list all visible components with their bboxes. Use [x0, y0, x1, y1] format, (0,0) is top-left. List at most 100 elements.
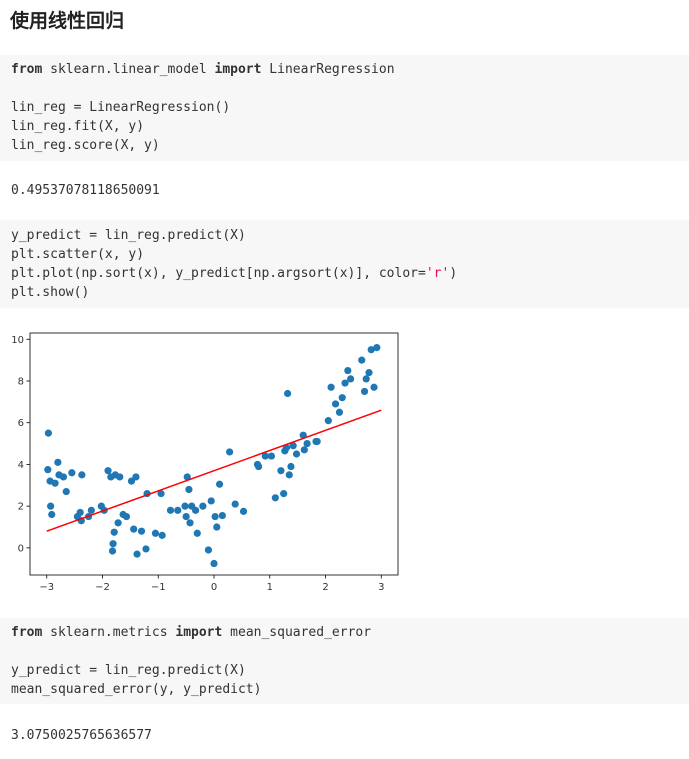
scatter-plot: −3 −2 −1 0 1 2 3 0 2 4 6 8 10 [11, 332, 399, 593]
x-tick-label: 3 [378, 582, 384, 593]
scatter-point [213, 523, 221, 531]
scatter-point [341, 379, 349, 387]
plot-marks [44, 344, 382, 568]
scatter-point [133, 550, 141, 558]
code-line: mean_squared_error(y, y_predict) [11, 682, 262, 697]
scatter-point [76, 508, 84, 517]
y-tick-label: 8 [18, 376, 24, 387]
scatter-point [280, 490, 288, 498]
scatter-point [331, 400, 340, 408]
page-title: 使用线性回归 [10, 10, 125, 32]
plot-frame [29, 332, 399, 576]
output-2: 3.0750025765636577 [11, 728, 152, 743]
scatter-point [110, 528, 118, 536]
scatter-point [287, 462, 295, 471]
code-line: plt.plot(np.sort(x), y_predict[np.argsor… [11, 264, 689, 283]
code-text: mean_squared_error [222, 625, 372, 640]
plot-axes: −3 −2 −1 0 1 2 3 0 2 4 6 8 10 [11, 335, 384, 593]
scatter-point [239, 507, 248, 515]
scatter-point [47, 502, 55, 510]
scatter-point [289, 442, 297, 450]
scatter-point [166, 506, 175, 514]
scatter-point [132, 473, 140, 481]
scatter-point [292, 450, 301, 458]
y-tick-label: 4 [18, 460, 24, 471]
code-text: ) [449, 266, 458, 281]
scatter-point [151, 529, 160, 537]
code-text: LinearRegression [261, 62, 395, 77]
x-tick-label: −2 [95, 582, 110, 593]
y-tick-label: 10 [11, 335, 24, 346]
scatter-point [365, 369, 373, 377]
code-line: y_predict = lin_reg.predict(X) [11, 228, 246, 243]
scatter-point [344, 366, 352, 375]
scatter-point [54, 458, 62, 466]
x-tick-label: 1 [267, 582, 273, 593]
scatter-point [271, 494, 279, 502]
scatter-point [182, 512, 190, 521]
scatter-point [255, 462, 263, 471]
y-tick-label: 6 [18, 418, 24, 429]
code-cell-2[interactable]: y_predict = lin_reg.predict(X) plt.scatt… [0, 220, 689, 308]
scatter-point [114, 519, 122, 527]
scatter-point [59, 473, 68, 481]
scatter-point [313, 437, 321, 446]
scatter-point [231, 500, 239, 508]
scatter-point [347, 375, 355, 383]
scatter-point [267, 452, 276, 460]
scatter-point [215, 480, 224, 488]
scatter-point [367, 346, 375, 354]
keyword: from [11, 625, 43, 640]
scatter-point [211, 512, 219, 521]
scatter-point [210, 559, 218, 568]
y-tick-label: 0 [18, 543, 24, 554]
scatter-point [109, 540, 117, 548]
x-tick-label: −3 [39, 582, 54, 593]
scatter-point [87, 506, 95, 514]
scatter-point [261, 452, 269, 460]
scatter-point [207, 497, 215, 505]
scatter-point [78, 471, 86, 479]
scatter-point [284, 389, 292, 398]
code-line: lin_reg.score(X, y) [11, 138, 160, 153]
scatter-point [48, 510, 56, 519]
x-tick-label: 0 [211, 582, 217, 593]
scatter-point [186, 519, 194, 527]
y-tick-label: 2 [18, 502, 24, 513]
x-tick-label: 2 [322, 582, 328, 593]
scatter-point [44, 466, 52, 474]
code-line: plt.show() [11, 285, 90, 300]
scatter-point [108, 547, 117, 555]
scatter-point [158, 531, 166, 539]
code-line: plt.scatter(x, y) [11, 247, 145, 262]
scatter-point [204, 546, 213, 554]
code-line: y_predict = lin_reg.predict(X) [11, 663, 246, 678]
code-line: from sklearn.metrics import mean_squared… [11, 623, 689, 642]
scatter-point [193, 529, 201, 537]
scatter-point [68, 469, 76, 477]
scatter-point [62, 487, 70, 496]
code-line-blank [11, 79, 689, 98]
scatter-point [192, 506, 200, 514]
scatter-point [183, 473, 191, 481]
scatter-point [174, 506, 182, 514]
scatter-point [282, 444, 291, 452]
scatter-point [226, 448, 234, 456]
scatter-point [358, 356, 366, 364]
scatter-point [199, 502, 207, 510]
code-text: plt.plot(np.sort(x), y_predict[np.argsor… [11, 266, 426, 281]
code-line: lin_reg = LinearRegression() [11, 100, 231, 115]
scatter-point [142, 545, 150, 553]
code-cell-1[interactable]: from sklearn.linear_model import LinearR… [0, 55, 689, 161]
scatter-point [300, 446, 308, 454]
scatter-point [130, 525, 138, 533]
scatter-point [157, 490, 165, 498]
code-text: sklearn.linear_model [42, 62, 215, 77]
scatter-point [104, 467, 112, 475]
scatter-point [122, 512, 131, 521]
scatter-point [327, 383, 335, 391]
code-line-blank [11, 642, 689, 661]
x-tick-label: −1 [151, 582, 166, 593]
code-cell-3[interactable]: from sklearn.metrics import mean_squared… [0, 618, 689, 704]
scatter-point [277, 467, 285, 475]
